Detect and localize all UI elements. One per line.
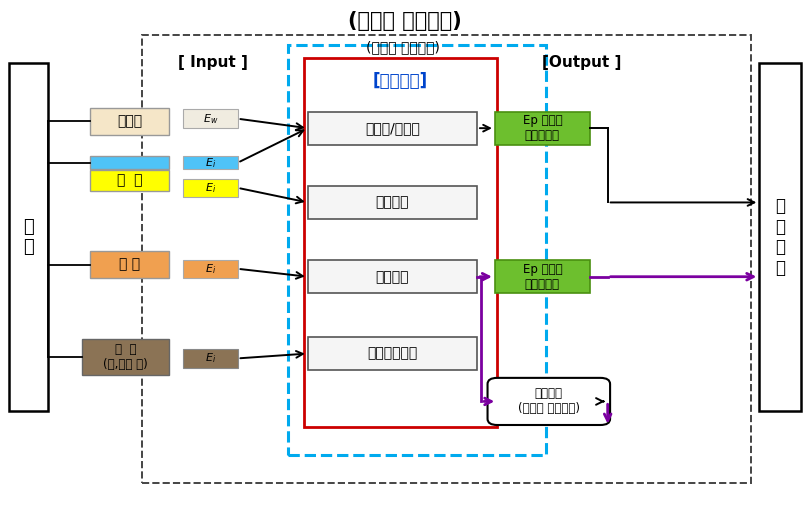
Text: $E_i$: $E_i$ [205,262,216,276]
FancyBboxPatch shape [183,156,238,169]
Text: 폐기물: 폐기물 [117,114,142,128]
FancyBboxPatch shape [90,170,169,191]
Text: (사업장 경계부지): (사업장 경계부지) [348,11,461,31]
FancyBboxPatch shape [183,109,238,128]
FancyBboxPatch shape [183,179,238,197]
Text: 외부시설
(사업장 내부시설): 외부시설 (사업장 내부시설) [518,387,580,416]
FancyBboxPatch shape [183,349,238,368]
Text: $E_w$: $E_w$ [202,112,218,126]
Text: $E_i$: $E_i$ [205,181,216,195]
Text: 발전설비: 발전설비 [375,270,409,284]
FancyBboxPatch shape [495,260,590,294]
Text: Ep 판매된
증기에너지: Ep 판매된 증기에너지 [523,114,562,142]
FancyBboxPatch shape [307,112,477,145]
FancyBboxPatch shape [759,63,801,411]
Text: 연  료: 연 료 [116,174,142,187]
Text: (산정식 적용범위): (산정식 적용범위) [366,41,440,55]
FancyBboxPatch shape [183,260,238,278]
Text: 방지설비: 방지설비 [375,195,409,210]
Text: [Output ]: [Output ] [542,55,621,71]
Text: 소각로/보일러: 소각로/보일러 [365,121,420,135]
Text: [ Input ]: [ Input ] [178,55,248,71]
FancyBboxPatch shape [307,337,477,370]
FancyBboxPatch shape [307,186,477,219]
FancyBboxPatch shape [82,339,169,375]
FancyBboxPatch shape [495,112,590,145]
FancyBboxPatch shape [488,378,610,425]
Text: [소각시설]: [소각시설] [373,72,428,90]
Text: $E_i$: $E_i$ [205,156,216,169]
Text: 전 기: 전 기 [119,258,140,272]
Text: 기  타
(열,증기 등): 기 타 (열,증기 등) [104,344,148,371]
Text: Ep 판매된
전기에너지: Ep 판매된 전기에너지 [523,263,562,290]
FancyBboxPatch shape [90,108,169,134]
Text: $E_i$: $E_i$ [205,352,216,365]
FancyBboxPatch shape [90,156,169,169]
Text: 외
부: 외 부 [23,218,34,256]
FancyBboxPatch shape [90,251,169,278]
FancyBboxPatch shape [10,63,49,411]
FancyBboxPatch shape [307,260,477,294]
Text: 외
부
시
설: 외 부 시 설 [775,197,786,277]
Text: 증기사용설비: 증기사용설비 [367,347,417,360]
